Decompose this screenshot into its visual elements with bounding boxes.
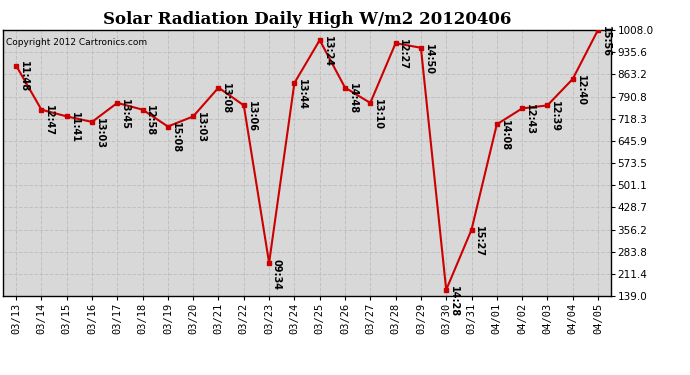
Text: 13:08: 13:08 [221, 83, 231, 114]
Text: 12:39: 12:39 [550, 101, 560, 132]
Text: 14:48: 14:48 [348, 83, 358, 114]
Text: 12:58: 12:58 [146, 105, 155, 136]
Text: 13:06: 13:06 [246, 101, 257, 132]
Text: 12:47: 12:47 [44, 105, 55, 136]
Text: 09:34: 09:34 [272, 259, 282, 290]
Text: 13:10: 13:10 [373, 99, 383, 130]
Text: 13:24: 13:24 [322, 36, 333, 67]
Text: 13:44: 13:44 [297, 79, 307, 110]
Text: 14:50: 14:50 [424, 44, 434, 75]
Text: 11:48: 11:48 [19, 62, 29, 93]
Text: 14:08: 14:08 [500, 120, 510, 152]
Title: Solar Radiation Daily High W/m2 20120406: Solar Radiation Daily High W/m2 20120406 [103, 12, 511, 28]
Text: 14:28: 14:28 [449, 286, 459, 317]
Text: 12:43: 12:43 [525, 104, 535, 135]
Text: 15:27: 15:27 [474, 226, 484, 256]
Text: 12:27: 12:27 [398, 39, 408, 70]
Text: 11:41: 11:41 [70, 112, 79, 143]
Text: 15:08: 15:08 [170, 122, 181, 153]
Text: 13:45: 13:45 [120, 99, 130, 130]
Text: 13:03: 13:03 [95, 118, 105, 149]
Text: Copyright 2012 Cartronics.com: Copyright 2012 Cartronics.com [6, 38, 148, 47]
Text: 12:40: 12:40 [575, 75, 586, 106]
Text: 15:56: 15:56 [601, 26, 611, 57]
Text: 13:03: 13:03 [196, 112, 206, 143]
